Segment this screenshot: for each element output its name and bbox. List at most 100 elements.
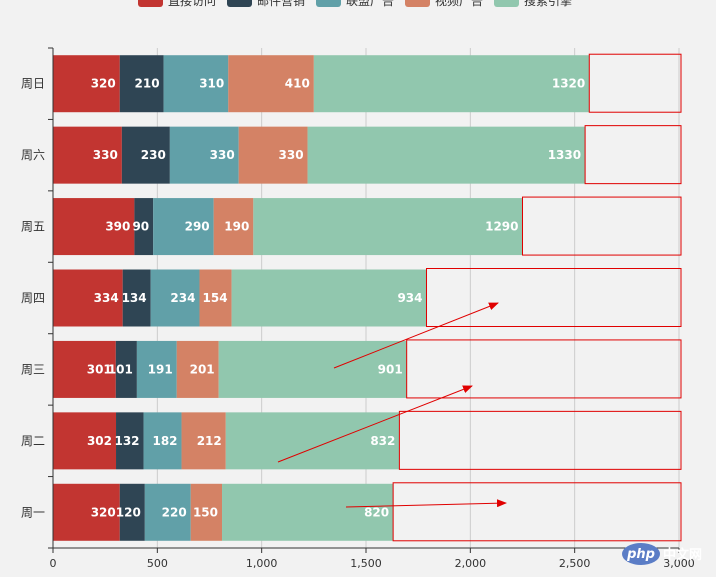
annotation-box	[522, 196, 682, 256]
bar-value-label: 210	[135, 77, 160, 91]
bar-segment	[136, 340, 177, 398]
annotation-layer	[277, 53, 682, 542]
bar-segment	[119, 55, 164, 113]
x-tick-label: 0	[50, 557, 57, 570]
y-category-label: 周一	[21, 505, 45, 519]
bar-segment	[190, 483, 223, 541]
legend-swatch	[494, 0, 519, 7]
bar-value-label: 934	[397, 291, 422, 305]
bar-segment	[53, 55, 120, 113]
bar-segment	[228, 55, 314, 113]
annotation-box	[588, 53, 682, 113]
x-tick-label: 3,000	[663, 557, 695, 570]
annotation-box	[584, 125, 682, 185]
legend-label: 视频广告	[435, 0, 483, 8]
bar-segment	[53, 269, 123, 327]
bar-value-label: 191	[148, 362, 173, 376]
bar-value-label: 132	[114, 434, 139, 448]
bar-value-label: 820	[364, 505, 389, 519]
bar-value-label: 1290	[485, 220, 518, 234]
bar-value-label: 301	[87, 362, 112, 376]
legend-label: 直接访问	[168, 0, 216, 8]
bar-layer	[53, 55, 590, 541]
bar-segment	[119, 483, 145, 541]
y-category-label: 周日	[21, 77, 45, 91]
bar-segment	[53, 340, 116, 398]
bar-segment	[253, 198, 523, 256]
bar-value-label: 101	[108, 362, 133, 376]
bar-value-label: 330	[279, 148, 304, 162]
watermark: php 中文网	[622, 543, 702, 565]
bar-segment	[225, 412, 400, 470]
bar-segment	[163, 55, 229, 113]
bar-value-label: 302	[87, 434, 112, 448]
bar-value-label: 190	[224, 220, 249, 234]
bar-value-label: 290	[185, 220, 210, 234]
bar-segment	[144, 483, 191, 541]
bar-value-label: 310	[199, 77, 224, 91]
bar-value-label: 230	[141, 148, 166, 162]
bar-value-label: 212	[197, 434, 222, 448]
annotation-arrow	[277, 385, 473, 463]
bar-segment	[134, 198, 154, 256]
bar-value-label: 410	[285, 77, 310, 91]
legend-label: 联盟广告	[346, 0, 394, 8]
bar-value-label: 320	[91, 77, 116, 91]
legend-label: 搜索引擎	[524, 0, 572, 8]
legend-swatch	[227, 0, 252, 7]
bar-segment	[222, 483, 394, 541]
bar-segment	[143, 412, 182, 470]
bar-segment	[150, 269, 200, 327]
legend-layer: 直接访问 邮件营销 联盟广告 视频广告 搜索引擎	[138, 0, 572, 8]
bar-segment	[176, 340, 219, 398]
bar-value-label: 334	[94, 291, 119, 305]
bar-value-label: 390	[105, 220, 130, 234]
bar-value-label: 201	[190, 362, 215, 376]
bar-segment	[53, 198, 135, 256]
bar-value-label: 330	[210, 148, 235, 162]
legend-swatch	[405, 0, 430, 7]
bar-segment	[53, 126, 122, 184]
bar-segment	[121, 126, 170, 184]
bar-segment	[122, 269, 151, 327]
bar-value-label: 832	[370, 434, 395, 448]
bar-value-label: 234	[170, 291, 195, 305]
y-category-label: 周二	[21, 434, 45, 448]
bar-value-label: 330	[93, 148, 118, 162]
bar-segment	[53, 412, 117, 470]
bar-segment	[231, 269, 427, 327]
bar-value-label: 220	[162, 505, 187, 519]
bar-segment	[313, 55, 590, 113]
bar-value-label: 150	[193, 505, 218, 519]
y-category-label: 周五	[21, 220, 45, 234]
y-category-label: 周三	[21, 362, 45, 376]
annotation-box	[392, 482, 682, 542]
bar-segment	[115, 340, 137, 398]
bar-segment	[238, 126, 308, 184]
annotation-box	[398, 410, 682, 470]
x-tick-label: 500	[147, 557, 168, 570]
bar-value-label: 154	[203, 291, 228, 305]
legend-swatch	[138, 0, 163, 7]
annotation-box	[426, 268, 682, 327]
watermark-site-text: 中文网	[663, 547, 702, 563]
watermark-logo-text: php	[626, 547, 655, 562]
bar-value-label: 901	[378, 362, 403, 376]
annotation-box	[406, 339, 682, 399]
bar-segment	[218, 340, 407, 398]
x-tick-label: 1,500	[350, 557, 382, 570]
legend-swatch	[316, 0, 341, 7]
bar-segment	[199, 269, 232, 327]
annotation-arrow	[333, 302, 499, 369]
bar-value-label: 182	[152, 434, 177, 448]
y-category-label: 周六	[21, 148, 45, 162]
bar-segment	[181, 412, 226, 470]
bar-segment	[53, 483, 120, 541]
bar-value-label: 90	[132, 220, 149, 234]
axis-layer: 0 500 1,000 1,500 2,000 2,500 3,000 周一 周二 周三 周四 周五 周…	[21, 47, 695, 570]
x-tick-label: 2,000	[455, 557, 487, 570]
bar-segment	[153, 198, 214, 256]
